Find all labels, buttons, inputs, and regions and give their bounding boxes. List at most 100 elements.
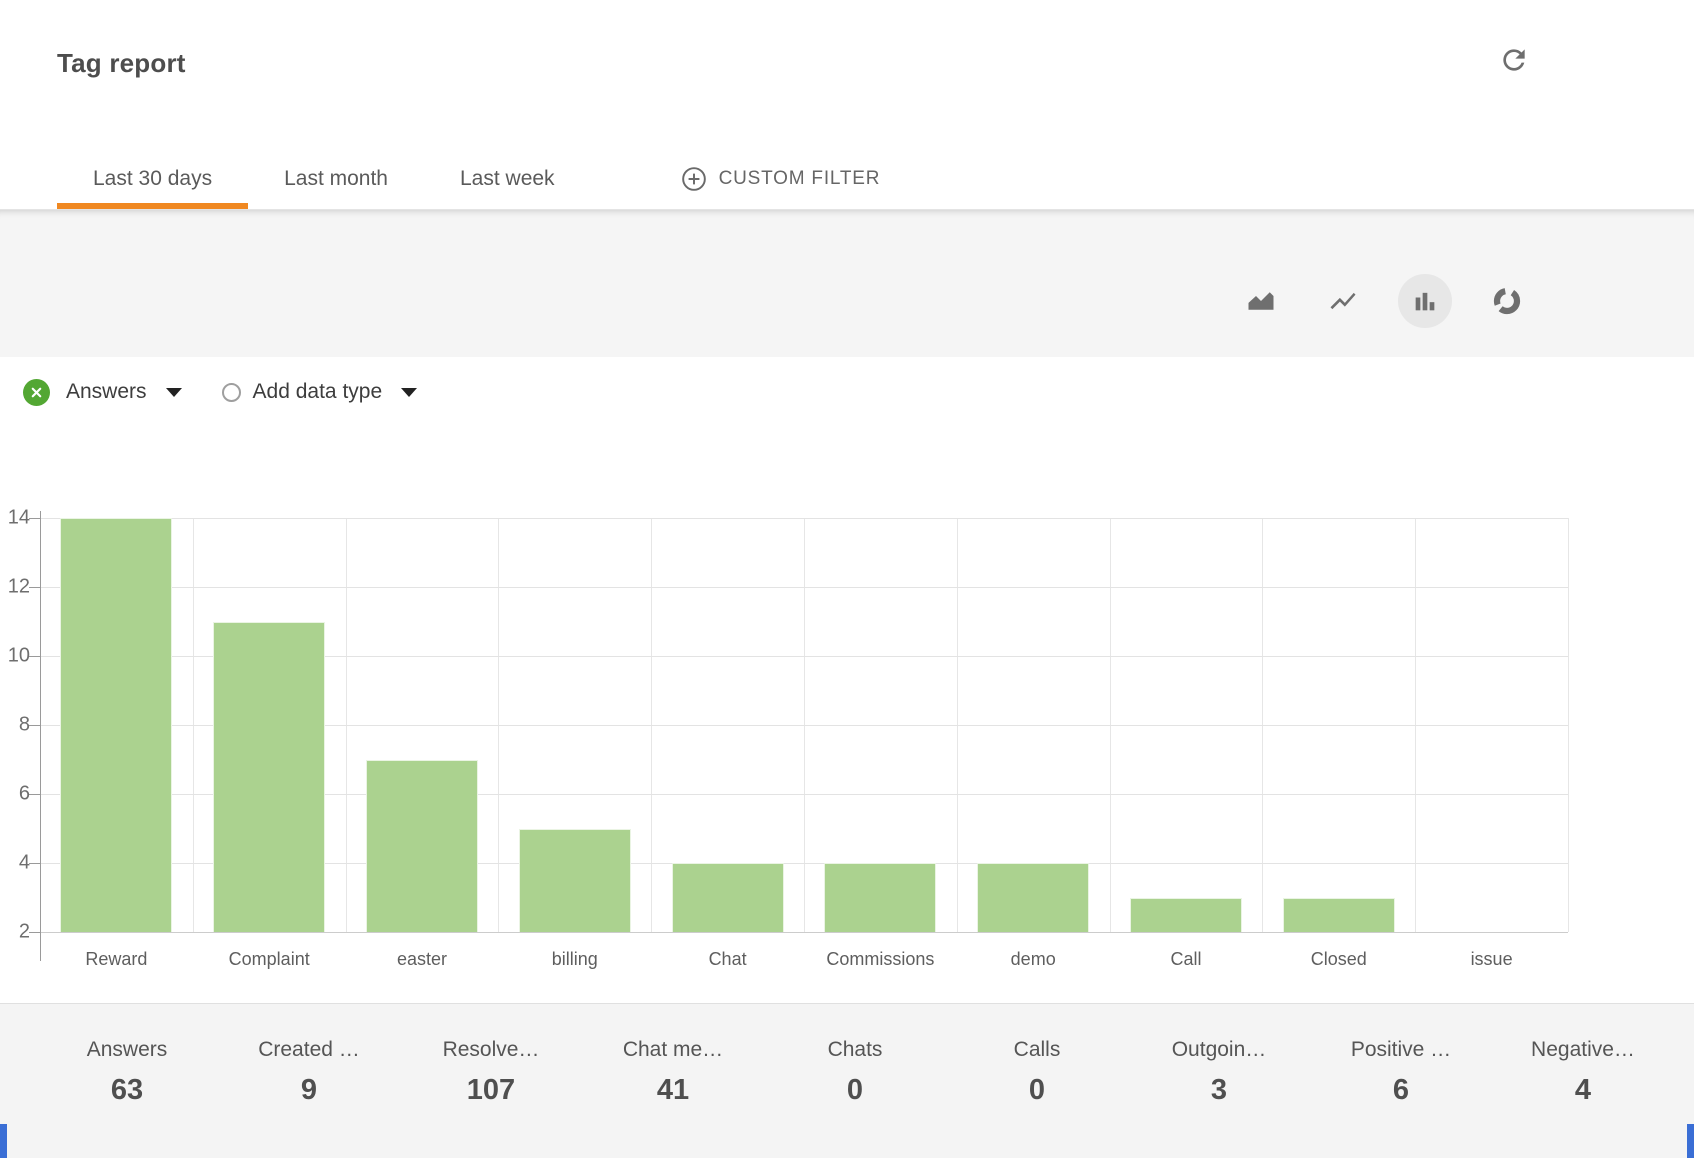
refresh-icon bbox=[1498, 44, 1534, 76]
stat-negative[interactable]: Negative… 4 bbox=[1492, 1038, 1674, 1158]
area-chart-button[interactable] bbox=[1234, 274, 1288, 328]
category-label: Complaint bbox=[228, 949, 310, 969]
background-corner-right bbox=[1687, 1124, 1694, 1158]
tab-bar: Last 30 days Last month Last week CUSTOM… bbox=[57, 149, 880, 209]
stat-label: Negative… bbox=[1531, 1038, 1635, 1061]
add-data-type-button[interactable]: Add data type bbox=[221, 380, 418, 404]
category-label: Reward bbox=[85, 949, 148, 969]
series-label: Answers bbox=[66, 380, 147, 403]
stat-value: 63 bbox=[110, 1074, 144, 1106]
category-label: Commissions bbox=[826, 949, 935, 969]
horizontal-gridline bbox=[40, 518, 1568, 519]
chart-toolbar bbox=[0, 210, 1694, 357]
stat-positive[interactable]: Positive … 6 bbox=[1310, 1038, 1492, 1158]
y-axis-tick bbox=[29, 518, 41, 519]
category-label: Call bbox=[1170, 949, 1202, 969]
donut-chart-button[interactable] bbox=[1480, 274, 1534, 328]
refresh-button[interactable] bbox=[1498, 42, 1534, 78]
y-axis-tick bbox=[29, 656, 41, 657]
line-chart-icon bbox=[1328, 286, 1358, 316]
stat-value: 9 bbox=[300, 1074, 318, 1106]
stat-value: 0 bbox=[846, 1074, 864, 1106]
category-label: issue bbox=[1470, 949, 1513, 969]
stat-value: 107 bbox=[466, 1074, 516, 1106]
category-label: billing bbox=[551, 949, 598, 969]
y-axis-label: 8 bbox=[18, 713, 30, 736]
stat-value: 0 bbox=[1028, 1074, 1046, 1106]
vertical-gridline bbox=[1568, 518, 1569, 932]
area-chart-icon bbox=[1246, 286, 1276, 316]
stat-created[interactable]: Created … 9 bbox=[218, 1038, 400, 1158]
horizontal-gridline bbox=[40, 587, 1568, 588]
bar-complaint[interactable] bbox=[213, 621, 326, 932]
tab-label: Last week bbox=[460, 167, 555, 190]
series-selector[interactable]: Answers bbox=[23, 378, 182, 406]
bar-billing[interactable] bbox=[518, 828, 631, 932]
y-axis-tick bbox=[29, 725, 41, 726]
stat-value: 4 bbox=[1574, 1074, 1592, 1106]
series-filter-row: Answers Add data type bbox=[0, 357, 1694, 427]
y-axis-label: 14 bbox=[7, 506, 30, 529]
bar-chart: 2 4 6 8 10 12 14 Reward Complaint easter billing Ch… bbox=[0, 427, 1694, 1003]
y-axis-tick bbox=[29, 794, 41, 795]
remove-series-icon[interactable] bbox=[23, 378, 50, 406]
y-axis-label: 4 bbox=[18, 851, 30, 874]
horizontal-gridline bbox=[40, 725, 1568, 726]
circled-plus-icon bbox=[681, 166, 707, 192]
chevron-down-icon bbox=[165, 387, 182, 397]
horizontal-gridline bbox=[40, 794, 1568, 795]
tab-last-30-days[interactable]: Last 30 days bbox=[57, 149, 249, 209]
background-corner-left bbox=[0, 1124, 7, 1158]
line-chart-button[interactable] bbox=[1316, 274, 1370, 328]
y-axis-tick bbox=[29, 587, 41, 588]
chart-type-switcher bbox=[1234, 274, 1534, 328]
add-data-type-label: Add data type bbox=[252, 380, 383, 403]
bar-chat[interactable] bbox=[671, 863, 784, 932]
stat-label: Positive … bbox=[1350, 1038, 1452, 1061]
page-title: Tag report bbox=[57, 48, 186, 78]
category-label: Closed bbox=[1310, 949, 1367, 969]
y-axis-line bbox=[40, 511, 41, 961]
y-axis-label: 10 bbox=[7, 644, 30, 667]
y-axis-label: 12 bbox=[7, 575, 30, 598]
stat-value: 3 bbox=[1210, 1074, 1228, 1106]
stat-outgoing[interactable]: Outgoin… 3 bbox=[1128, 1038, 1310, 1158]
category-label: Chat bbox=[708, 949, 747, 969]
custom-filter-label: CUSTOM FILTER bbox=[718, 168, 881, 189]
custom-filter-button[interactable]: CUSTOM FILTER bbox=[681, 149, 881, 209]
stats-bar: Answers 63 Created … 9 Resolve… 107 Chat… bbox=[0, 1003, 1694, 1158]
bar-chart-icon bbox=[1411, 287, 1439, 315]
tab-last-week[interactable]: Last week bbox=[424, 149, 591, 209]
stat-label: Answers bbox=[86, 1038, 168, 1061]
chevron-down-icon bbox=[401, 387, 418, 397]
stat-answers[interactable]: Answers 63 bbox=[36, 1038, 218, 1158]
stat-label: Created … bbox=[258, 1038, 360, 1061]
stat-label: Resolve… bbox=[442, 1038, 540, 1061]
horizontal-gridline bbox=[40, 932, 1568, 933]
bar-call[interactable] bbox=[1130, 897, 1242, 932]
stat-label: Chats bbox=[827, 1038, 883, 1061]
stat-chat-messages[interactable]: Chat me… 41 bbox=[582, 1038, 764, 1158]
stat-label: Chat me… bbox=[622, 1038, 724, 1061]
bar-commissions[interactable] bbox=[824, 863, 937, 932]
stat-calls[interactable]: Calls 0 bbox=[946, 1038, 1128, 1158]
stat-value: 41 bbox=[656, 1074, 690, 1106]
tab-last-month[interactable]: Last month bbox=[248, 149, 424, 209]
tab-label: Last month bbox=[284, 167, 388, 190]
stat-label: Calls bbox=[1013, 1038, 1061, 1061]
bar-reward[interactable] bbox=[60, 518, 173, 932]
radio-circle-icon bbox=[221, 382, 241, 402]
bar-easter[interactable] bbox=[366, 759, 478, 932]
y-axis-tick bbox=[29, 932, 41, 933]
bar-demo[interactable] bbox=[977, 863, 1090, 932]
y-axis-tick bbox=[29, 863, 41, 864]
y-axis-label: 6 bbox=[18, 782, 30, 805]
stat-resolved[interactable]: Resolve… 107 bbox=[400, 1038, 582, 1158]
stat-chats[interactable]: Chats 0 bbox=[764, 1038, 946, 1158]
bar-chart-button[interactable] bbox=[1398, 274, 1452, 328]
stat-value: 6 bbox=[1392, 1074, 1410, 1106]
bar-closed[interactable] bbox=[1282, 897, 1395, 932]
active-tab-underline bbox=[57, 203, 249, 209]
donut-chart-icon bbox=[1492, 286, 1522, 316]
